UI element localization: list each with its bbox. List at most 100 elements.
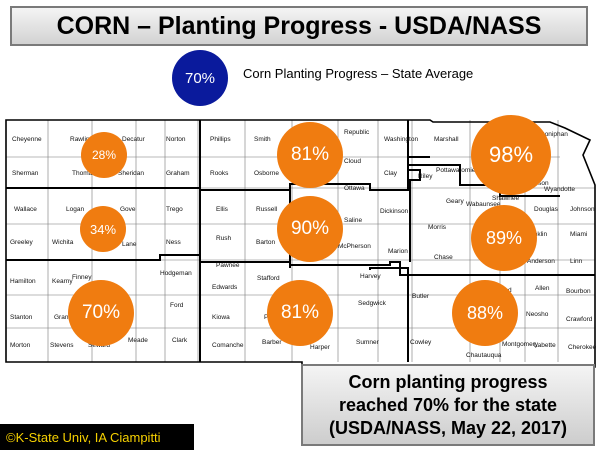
county-label: Lane bbox=[122, 241, 137, 248]
county-label: Miami bbox=[570, 231, 587, 238]
county-label: Riley bbox=[418, 173, 433, 180]
county-label: Bourbon bbox=[566, 288, 591, 295]
district-east-central-progress: 89% bbox=[471, 205, 537, 271]
county-label: Stafford bbox=[257, 275, 280, 282]
county-label: Linn bbox=[570, 258, 583, 265]
county-label: Osborne bbox=[254, 170, 279, 177]
county-label: Barton bbox=[256, 239, 276, 246]
state-outline bbox=[5, 119, 596, 368]
county-label: Phillips bbox=[210, 136, 231, 143]
county-label: Kearny bbox=[52, 278, 73, 285]
summary-note: Corn planting progress reached 70% for t… bbox=[301, 364, 595, 446]
county-label: Doniphan bbox=[540, 131, 568, 138]
county-label: Stanton bbox=[10, 314, 33, 321]
district-northwest-progress: 28% bbox=[81, 132, 127, 178]
county-labels: Cheyenne Rawlins Decatur Norton Phillips Smit… bbox=[10, 129, 597, 359]
summary-line-1: Corn planting progress bbox=[348, 371, 548, 392]
county-label: Douglas bbox=[534, 206, 559, 213]
county-label: Russell bbox=[256, 206, 278, 213]
county-label: McPherson bbox=[338, 243, 371, 250]
district-line bbox=[407, 120, 421, 262]
county-label: Ford bbox=[170, 302, 184, 309]
district-central-progress: 90% bbox=[277, 196, 343, 262]
county-label: Cowley bbox=[410, 339, 432, 346]
county-label: Marion bbox=[388, 248, 408, 255]
county-label: Rooks bbox=[210, 170, 229, 177]
county-label: Wyandotte bbox=[544, 186, 575, 193]
county-label: Rawlins bbox=[70, 136, 94, 143]
county-label: Cherokee bbox=[568, 344, 597, 351]
county-label: Gove bbox=[120, 206, 136, 213]
county-label: Pottawatomie bbox=[436, 167, 476, 174]
county-label: Clay bbox=[384, 170, 398, 177]
county-label: Allen bbox=[535, 285, 550, 292]
district-south-central-progress: 81% bbox=[267, 280, 333, 346]
county-label: Logan bbox=[66, 206, 84, 213]
county-label: Cheyenne bbox=[12, 136, 42, 143]
county-label: Crawford bbox=[566, 316, 593, 323]
county-label: Chase bbox=[434, 254, 453, 261]
summary-line-2: reached 70% for the state bbox=[338, 394, 558, 415]
county-label: Comanche bbox=[212, 342, 244, 349]
county-label: Decatur bbox=[122, 136, 146, 143]
county-label: Shawnee bbox=[492, 195, 519, 202]
county-label: Ellis bbox=[216, 206, 229, 213]
county-label: Thomas bbox=[72, 170, 96, 177]
district-southwest-progress: 70% bbox=[68, 280, 134, 346]
county-label: Ottawa bbox=[344, 185, 365, 192]
district-north-central-progress: 81% bbox=[277, 122, 343, 188]
county-label: Marshall bbox=[434, 136, 459, 143]
county-label: Pawnee bbox=[216, 262, 240, 269]
county-label: Sheridan bbox=[118, 170, 144, 177]
county-label: Clark bbox=[172, 337, 188, 344]
county-label: Morris bbox=[428, 224, 447, 231]
state-average-label: Corn Planting Progress – State Average bbox=[243, 66, 474, 81]
county-label: Hamilton bbox=[10, 278, 36, 285]
county-label: Anderson bbox=[527, 258, 555, 265]
county-label: Barber bbox=[262, 339, 282, 346]
county-label: Harper bbox=[310, 344, 331, 351]
county-label: Washington bbox=[384, 136, 418, 143]
county-label: Montgomery bbox=[502, 341, 539, 348]
county-label: Cloud bbox=[344, 158, 361, 165]
county-label: Sedgwick bbox=[358, 300, 387, 307]
county-label: Republic bbox=[344, 129, 370, 136]
state-average-badge: 70% bbox=[172, 50, 228, 106]
county-label: Saline bbox=[344, 217, 362, 224]
county-label: Finney bbox=[72, 274, 92, 281]
district-line bbox=[369, 267, 409, 362]
county-label: Meade bbox=[128, 337, 148, 344]
county-label: Trego bbox=[166, 206, 183, 213]
county-label: Wabaunsee bbox=[466, 201, 501, 208]
county-label: Hodgeman bbox=[160, 270, 192, 277]
county-label: Edwards bbox=[212, 284, 238, 291]
district-boundaries bbox=[6, 120, 595, 362]
county-label: Greeley bbox=[10, 239, 34, 246]
county-label: Morton bbox=[10, 342, 31, 349]
district-northeast-progress: 98% bbox=[471, 115, 551, 195]
county-label: Ness bbox=[166, 239, 182, 246]
county-label: Rush bbox=[216, 235, 232, 242]
county-label: Norton bbox=[166, 136, 186, 143]
county-label: Wichita bbox=[52, 239, 74, 246]
county-label: Neosho bbox=[526, 311, 549, 318]
county-label: Johnson bbox=[570, 206, 595, 213]
credit-label: ©K-State Univ, IA Ciampitti bbox=[0, 424, 194, 450]
county-label: Dickinson bbox=[380, 208, 409, 215]
county-label: Kiowa bbox=[212, 314, 230, 321]
county-label: Chautauqua bbox=[466, 352, 502, 359]
county-label: Sherman bbox=[12, 170, 39, 177]
map-title: CORN – Planting Progress - USDA/NASS bbox=[10, 6, 588, 46]
district-southeast-progress: 88% bbox=[452, 280, 518, 346]
county-label: Grant bbox=[54, 314, 70, 321]
county-label: Harvey bbox=[360, 273, 381, 280]
county-label: Labette bbox=[534, 342, 556, 349]
county-label: Butler bbox=[412, 293, 430, 300]
county-label: Smith bbox=[254, 136, 271, 143]
county-label: Wallace bbox=[14, 206, 37, 213]
county-label: Geary bbox=[446, 198, 464, 205]
district-west-central-progress: 34% bbox=[80, 206, 126, 252]
county-label: Graham bbox=[166, 170, 189, 177]
district-line bbox=[408, 164, 560, 197]
